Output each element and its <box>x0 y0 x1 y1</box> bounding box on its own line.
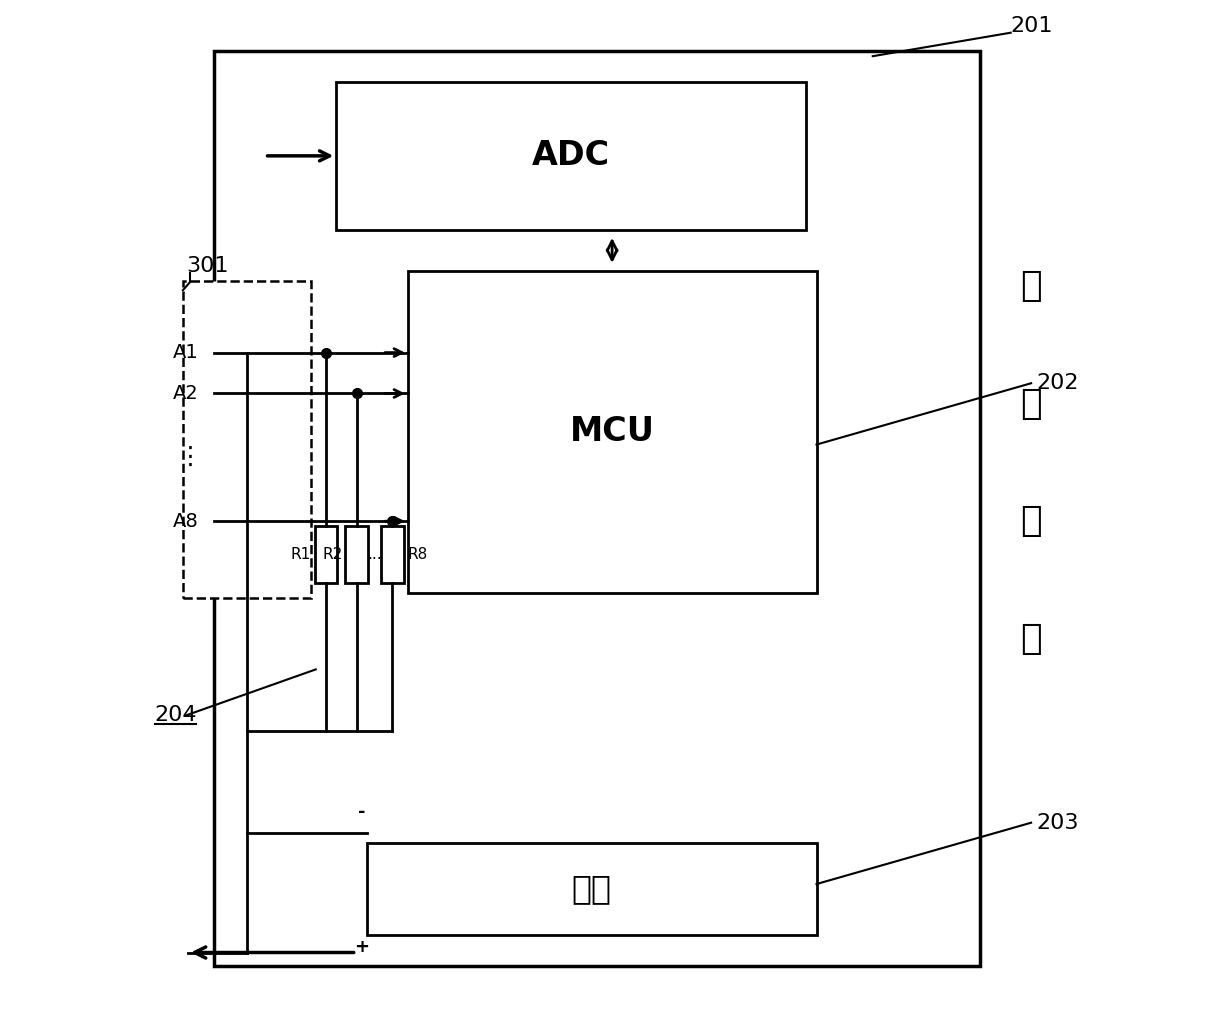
Text: ADC: ADC <box>532 139 611 173</box>
Text: R1: R1 <box>290 547 311 562</box>
Text: A8: A8 <box>172 512 198 530</box>
Text: 板: 板 <box>1020 504 1042 539</box>
Text: A1: A1 <box>172 343 198 362</box>
Bar <box>183 281 311 598</box>
Text: R2: R2 <box>322 547 342 562</box>
Bar <box>345 526 368 583</box>
Text: -: - <box>358 802 365 821</box>
Text: 202: 202 <box>1037 373 1079 393</box>
Bar <box>314 526 337 583</box>
Bar <box>381 526 403 583</box>
Text: +: + <box>354 938 369 957</box>
Bar <box>336 82 806 230</box>
Text: MCU: MCU <box>569 415 654 449</box>
Bar <box>367 843 817 935</box>
Text: 301: 301 <box>186 256 228 276</box>
Bar <box>408 271 817 593</box>
Text: ...: ... <box>367 547 382 562</box>
Text: ⋮: ⋮ <box>177 446 203 469</box>
Text: A2: A2 <box>172 384 198 403</box>
Text: 卡: 卡 <box>1020 621 1042 656</box>
Bar <box>214 51 980 966</box>
Text: 电源: 电源 <box>572 873 612 905</box>
Text: 能: 能 <box>1020 386 1042 421</box>
Text: 204: 204 <box>154 705 197 726</box>
Text: 201: 201 <box>1010 15 1053 36</box>
Text: 203: 203 <box>1037 812 1079 833</box>
Text: 功: 功 <box>1020 269 1042 304</box>
Text: R8: R8 <box>408 547 429 562</box>
